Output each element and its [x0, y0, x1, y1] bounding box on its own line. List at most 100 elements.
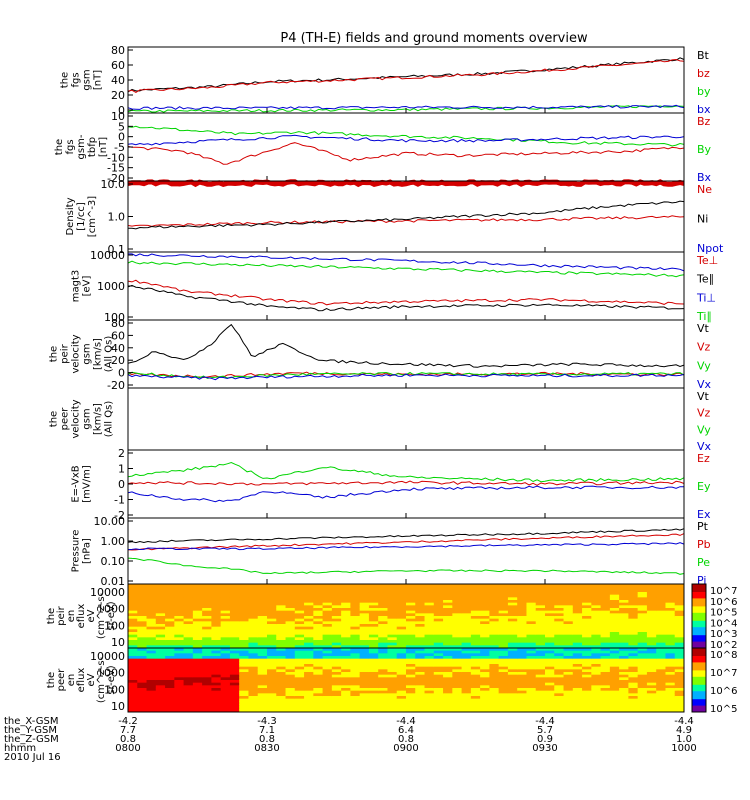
spectro-cell: [341, 605, 351, 609]
spectro-cell: [415, 698, 426, 702]
series-Vx: [127, 373, 685, 381]
spectro-cell: [137, 621, 148, 625]
spectro-cell: [433, 672, 444, 676]
spectro-cell: [276, 584, 287, 588]
spectro-cell: [517, 602, 527, 606]
spectro-cell: [267, 597, 277, 601]
spectro-cell: [674, 589, 685, 593]
spectro-cell: [294, 592, 305, 596]
spectro-cell: [248, 680, 259, 684]
spectro-cell: [331, 674, 342, 678]
spectro-cell: [406, 696, 416, 700]
y-axis-label: (All Qs): [104, 336, 115, 373]
spectro-cell: [229, 653, 240, 657]
spectro-cell: [498, 696, 509, 700]
spectro-cell: [591, 709, 602, 713]
spectro-cell: [304, 600, 314, 604]
spectro-cell: [313, 664, 324, 668]
spectro-cell: [276, 656, 287, 660]
spectro-cell: [359, 656, 370, 660]
spectro-cell: [507, 706, 518, 710]
spectro-cell: [406, 688, 416, 692]
spectro-cell: [137, 688, 148, 692]
spectro-cell: [665, 661, 676, 665]
spectro-cell: [572, 642, 583, 646]
spectro-cell: [202, 693, 212, 697]
spectro-cell: [554, 656, 565, 660]
spectro-cell: [155, 677, 166, 681]
spectro-cell: [276, 618, 287, 622]
spectro-cell: [498, 669, 509, 673]
spectro-cell: [183, 709, 194, 713]
spectro-cell: [368, 592, 379, 596]
spectro-cell: [591, 706, 602, 710]
spectro-cell: [341, 648, 351, 652]
spectro-cell: [572, 701, 583, 705]
spectro-cell: [285, 640, 296, 644]
spectro-cell: [285, 637, 296, 641]
spectro-cell: [526, 704, 537, 708]
spectro-cell: [368, 634, 379, 638]
spectro-cell: [239, 696, 249, 700]
spectro-cell: [229, 666, 240, 670]
series-Pb: [127, 533, 685, 551]
spectro-cell: [498, 584, 509, 588]
spectro-cell: [331, 669, 342, 673]
spectro-cell: [443, 589, 453, 593]
spectro-cell: [433, 688, 444, 692]
spectro-cell: [211, 682, 222, 686]
spectro-cell: [498, 629, 509, 633]
spectro-cell: [174, 584, 185, 588]
spectro-cell: [489, 608, 500, 612]
spectro-cell: [128, 584, 138, 588]
spectro-cell: [609, 693, 620, 697]
spectro-cell: [665, 656, 676, 660]
spectro-cell: [415, 658, 426, 662]
spectro-cell: [174, 632, 185, 636]
spectro-cell: [359, 666, 370, 670]
spectro-cell: [378, 669, 388, 673]
spectro-cell: [433, 634, 444, 638]
spectro-cell: [137, 693, 148, 697]
spectro-cell: [202, 584, 212, 588]
spectro-cell: [322, 610, 333, 614]
spectro-cell: [470, 688, 481, 692]
spectro-cell: [220, 682, 231, 686]
spectro-cell: [470, 664, 481, 668]
series-Ti⊥: [128, 253, 685, 272]
spectro-cell: [128, 653, 138, 657]
spectro-cell: [294, 589, 305, 593]
spectro-cell: [591, 594, 602, 598]
spectro-cell: [628, 608, 639, 612]
spectro-cell: [600, 616, 611, 620]
spectro-cell: [239, 698, 249, 702]
spectro-cell: [368, 632, 379, 636]
spectro-cell: [424, 592, 435, 596]
spectro-cell: [229, 696, 240, 700]
spectro-cell: [155, 600, 166, 604]
spectro-cell: [628, 589, 639, 593]
spectro-cell: [406, 653, 416, 657]
spectro-cell: [183, 682, 194, 686]
spectro-cell: [526, 610, 537, 614]
spectro-cell: [498, 709, 509, 713]
spectro-cell: [619, 688, 629, 692]
spectro-cell: [582, 597, 592, 601]
spectro-cell: [128, 605, 138, 609]
spectro-cell: [368, 682, 379, 686]
spectro-cell: [192, 648, 203, 652]
spectro-cell: [220, 632, 231, 636]
spectro-cell: [563, 666, 574, 670]
spectro-cell: [368, 709, 379, 713]
spectro-cell: [443, 698, 453, 702]
spectro-cell: [406, 610, 416, 614]
y-tick-label: -20: [107, 379, 125, 392]
spectro-cell: [276, 685, 287, 689]
colorbar-cell: [692, 590, 706, 593]
spectro-cell: [331, 706, 342, 710]
spectro-cell: [229, 685, 240, 689]
spectro-cell: [174, 661, 185, 665]
spectro-cell: [285, 605, 296, 609]
spectro-cell: [165, 586, 175, 590]
